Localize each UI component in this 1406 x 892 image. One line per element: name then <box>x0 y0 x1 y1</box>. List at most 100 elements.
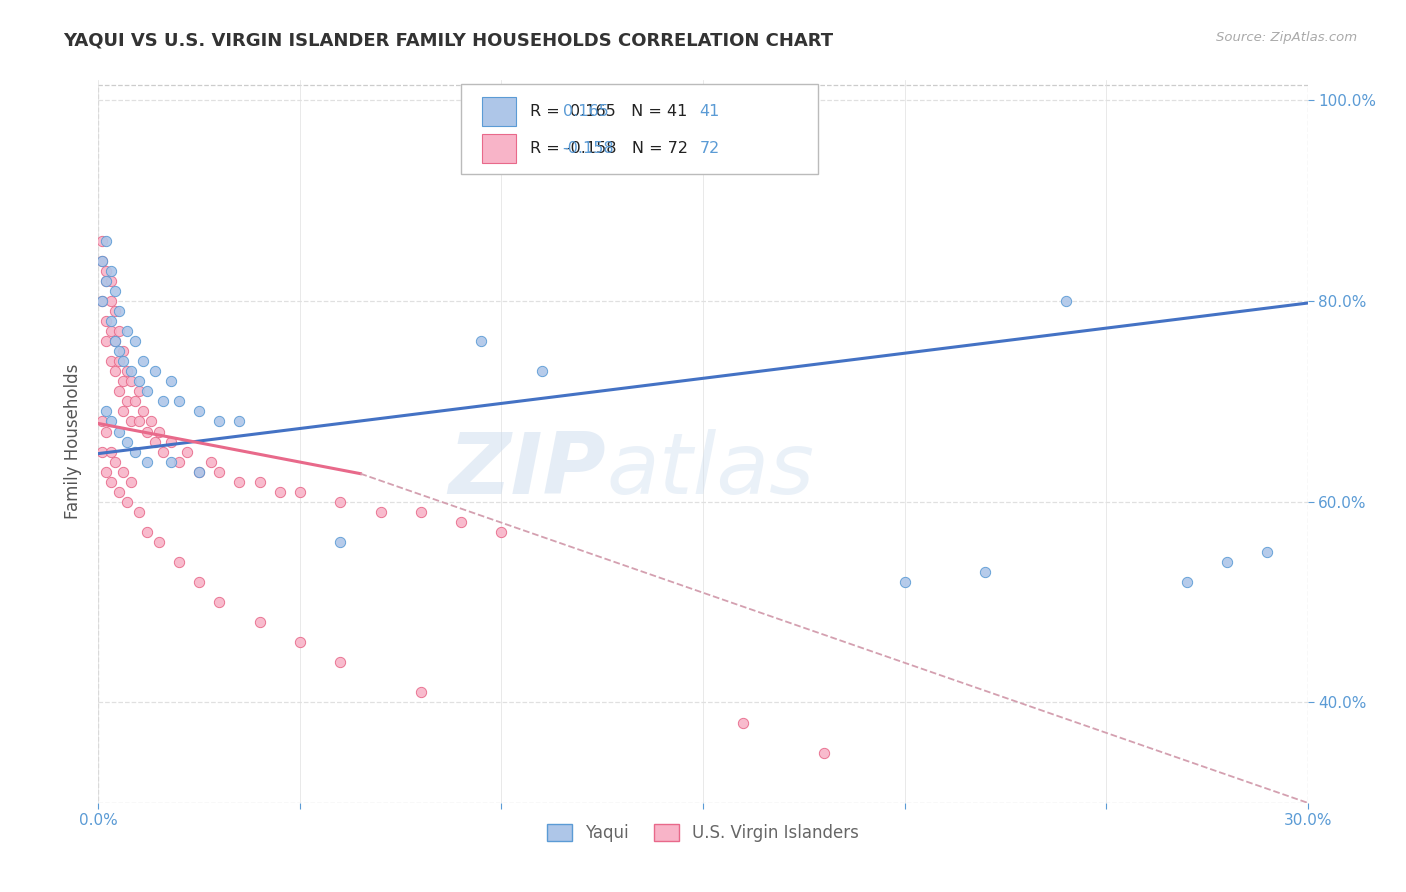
Point <box>111 344 134 359</box>
Text: atlas: atlas <box>606 429 814 512</box>
Point <box>111 465 134 479</box>
Point <box>148 534 170 549</box>
Point <box>329 494 352 508</box>
Point <box>893 574 915 589</box>
Point <box>135 454 157 468</box>
Point <box>100 314 122 328</box>
FancyBboxPatch shape <box>461 84 818 174</box>
Point <box>96 425 118 439</box>
Point <box>111 354 134 368</box>
Text: Source: ZipAtlas.com: Source: ZipAtlas.com <box>1216 31 1357 45</box>
Text: -0.158: -0.158 <box>562 142 614 156</box>
Point <box>409 685 432 699</box>
Point <box>103 364 125 378</box>
Point <box>120 374 142 388</box>
Point <box>107 484 129 499</box>
Point <box>96 465 118 479</box>
Point <box>329 655 352 669</box>
Point <box>1175 574 1198 589</box>
Point <box>249 615 271 630</box>
Point <box>120 475 142 489</box>
Point <box>120 414 142 428</box>
Point <box>1216 555 1239 569</box>
Point <box>124 394 146 409</box>
Point <box>228 475 250 489</box>
Point <box>107 344 129 359</box>
Point <box>96 274 118 288</box>
Point <box>135 384 157 399</box>
Point <box>100 354 122 368</box>
Point <box>249 475 271 489</box>
Point <box>103 284 125 298</box>
Point <box>100 324 122 338</box>
Point <box>100 264 122 278</box>
Point <box>91 234 114 248</box>
Point <box>176 444 198 458</box>
Point <box>188 404 211 418</box>
Point <box>269 484 291 499</box>
Point <box>107 354 129 368</box>
Point <box>111 374 134 388</box>
Point <box>200 454 222 468</box>
Point <box>128 414 150 428</box>
Point <box>160 454 183 468</box>
Point <box>135 425 157 439</box>
Point <box>160 434 183 449</box>
Point <box>143 364 166 378</box>
Point <box>96 234 118 248</box>
Point <box>115 494 138 508</box>
Point <box>100 414 122 428</box>
Text: ZIP: ZIP <box>449 429 606 512</box>
Point <box>115 364 138 378</box>
Point <box>148 425 170 439</box>
Text: 72: 72 <box>699 142 720 156</box>
Point <box>103 334 125 348</box>
Point <box>107 384 129 399</box>
Point <box>160 374 183 388</box>
Y-axis label: Family Households: Family Households <box>65 364 83 519</box>
Point <box>974 565 997 579</box>
Point <box>143 434 166 449</box>
Point <box>120 364 142 378</box>
Point <box>100 274 122 288</box>
Point <box>91 293 114 308</box>
Point <box>124 334 146 348</box>
Point <box>91 253 114 268</box>
Bar <box>482 135 516 163</box>
Point <box>409 505 432 519</box>
Point <box>96 264 118 278</box>
Point <box>103 454 125 468</box>
Point <box>124 444 146 458</box>
Point <box>91 444 114 458</box>
Point <box>152 394 174 409</box>
Text: YAQUI VS U.S. VIRGIN ISLANDER FAMILY HOUSEHOLDS CORRELATION CHART: YAQUI VS U.S. VIRGIN ISLANDER FAMILY HOU… <box>63 31 834 49</box>
Point <box>208 465 231 479</box>
Text: 0.165: 0.165 <box>562 103 609 119</box>
Point <box>208 414 231 428</box>
Text: R = -0.158   N = 72: R = -0.158 N = 72 <box>530 142 688 156</box>
Point <box>100 293 122 308</box>
Point <box>103 334 125 348</box>
Point <box>1054 293 1077 308</box>
Point <box>100 444 122 458</box>
Point <box>96 404 118 418</box>
Point <box>132 404 155 418</box>
Point <box>96 314 118 328</box>
Point <box>107 304 129 318</box>
Point <box>152 444 174 458</box>
Point <box>107 324 129 338</box>
Point <box>470 334 492 348</box>
Point <box>188 574 211 589</box>
Point <box>1256 545 1278 559</box>
Point <box>139 414 162 428</box>
Point <box>91 293 114 308</box>
Point <box>103 304 125 318</box>
Point <box>228 414 250 428</box>
Point <box>208 595 231 609</box>
Point <box>128 505 150 519</box>
Point <box>91 253 114 268</box>
Point <box>115 434 138 449</box>
Point <box>128 374 150 388</box>
Text: 41: 41 <box>699 103 720 119</box>
Text: R =  0.165   N = 41: R = 0.165 N = 41 <box>530 103 688 119</box>
